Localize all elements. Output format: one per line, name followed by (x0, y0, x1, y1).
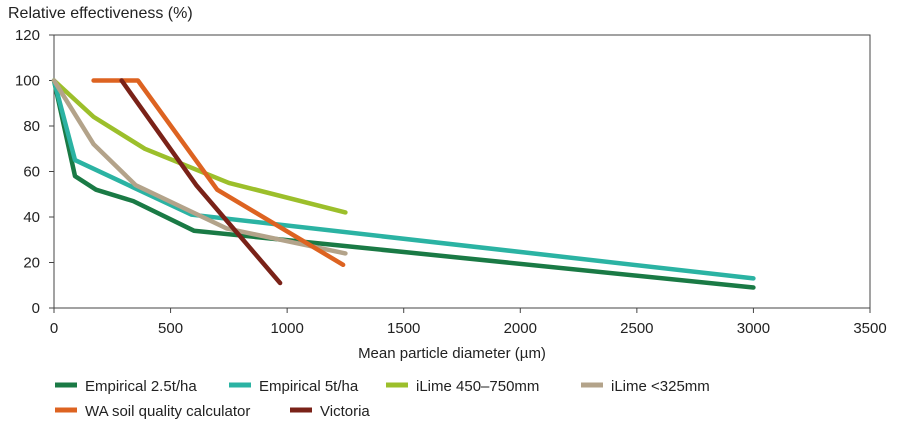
legend-label: Victoria (320, 403, 370, 420)
x-tick-label: 3500 (853, 320, 886, 337)
x-axis-title: Mean particle diameter (µm) (358, 345, 546, 362)
series-line (51, 78, 348, 256)
x-tick-label: 1500 (387, 320, 420, 337)
x-tick-label: 3000 (737, 320, 770, 337)
y-tick-label: 40 (23, 209, 40, 226)
legend-label: iLime 450–750mm (416, 378, 539, 395)
y-tick-label: 100 (15, 73, 40, 90)
series-line (51, 78, 348, 215)
x-tick-label: 2500 (620, 320, 653, 337)
y-tick-label: 80 (23, 118, 40, 135)
legend-label: Empirical 5t/ha (259, 378, 359, 395)
legend-label: Empirical 2.5t/ha (85, 378, 197, 395)
plot-border (53, 34, 871, 309)
x-tick-label: 2000 (504, 320, 537, 337)
x-tick-label: 500 (158, 320, 183, 337)
legend: Empirical 2.5t/ha Empirical 5t/ha iLime 45… (55, 378, 710, 420)
series-lines (51, 78, 756, 290)
y-tick-label: 120 (15, 27, 40, 44)
series-line (51, 78, 756, 281)
legend-label: WA soil quality calculator (85, 403, 250, 420)
y-tick-label: 20 (23, 255, 40, 272)
x-tick-label: 1000 (270, 320, 303, 337)
series-line (91, 78, 346, 268)
y-tick-label: 60 (23, 164, 40, 181)
series-line (119, 78, 283, 286)
y-tick-label: 0 (32, 300, 40, 317)
legend-label: iLime <325mm (611, 378, 710, 395)
plot-area (53, 34, 871, 309)
y-axis: 0 20 40 60 80 100 120 (15, 27, 54, 317)
x-axis: 0 500 1000 1500 2000 2500 3000 3500 (50, 308, 887, 337)
y-axis-title: Relative effectiveness (%) (8, 5, 193, 22)
x-tick-label: 0 (50, 320, 58, 337)
